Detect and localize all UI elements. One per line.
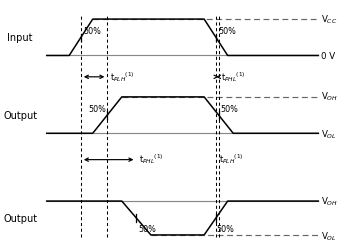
Text: V$_{OL}$: V$_{OL}$ <box>321 128 337 140</box>
Text: Output: Output <box>3 213 37 223</box>
Text: t$_{PHL}$$^{(1)}$: t$_{PHL}$$^{(1)}$ <box>139 152 164 166</box>
Text: t$_{PLH}$$^{(1)}$: t$_{PLH}$$^{(1)}$ <box>219 152 244 166</box>
Text: V$_{OH}$: V$_{OH}$ <box>321 194 338 207</box>
Text: V$_{OL}$: V$_{OL}$ <box>321 230 337 242</box>
Text: t$_{PHL}$$^{(1)}$: t$_{PHL}$$^{(1)}$ <box>221 69 246 83</box>
Text: V$_{CC}$: V$_{CC}$ <box>321 13 337 26</box>
Text: 50%: 50% <box>221 105 239 114</box>
Text: 0 V: 0 V <box>321 52 335 61</box>
Text: 50%: 50% <box>216 224 234 233</box>
Text: 50%: 50% <box>138 224 156 233</box>
Text: Output: Output <box>3 111 37 120</box>
Text: 50%: 50% <box>88 105 106 114</box>
Text: t$_{PLH}$$^{(1)}$: t$_{PLH}$$^{(1)}$ <box>110 69 135 83</box>
Text: V$_{OH}$: V$_{OH}$ <box>321 90 338 103</box>
Text: 50%: 50% <box>83 27 101 36</box>
Text: 50%: 50% <box>218 27 236 36</box>
Text: Input: Input <box>7 33 33 43</box>
